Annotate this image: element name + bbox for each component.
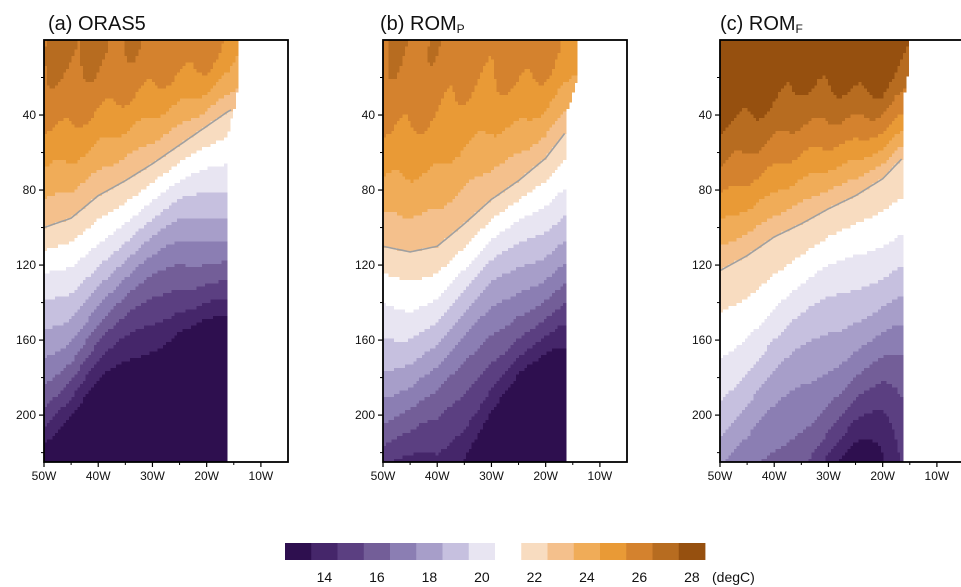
x-tick-label: 10W bbox=[588, 469, 613, 483]
colorbar-tick-label: 18 bbox=[422, 569, 438, 585]
x-tick-label: 30W bbox=[816, 469, 841, 483]
y-tick-label: 200 bbox=[692, 408, 712, 422]
colorbar-swatch bbox=[285, 543, 312, 560]
temperature-field bbox=[383, 40, 578, 463]
colorbar-swatch bbox=[495, 543, 522, 560]
contour-plot: 50W 40W 30W 20W 10W 40 80 120 160 200 bbox=[16, 39, 289, 483]
colorbar-swatch bbox=[363, 543, 391, 560]
panel-c: (c) ROMF 50W 40W 30W 20W 10W 40 80 120 160 200 bbox=[692, 13, 961, 483]
isotherm-22-line bbox=[719, 158, 903, 272]
y-tick-label: 200 bbox=[355, 408, 375, 422]
y-tick-label: 160 bbox=[16, 333, 36, 347]
y-tick-label: 120 bbox=[16, 258, 36, 272]
x-tick-label: 50W bbox=[371, 469, 396, 483]
colorbar-swatch bbox=[311, 543, 338, 560]
colorbar: 14 16 18 20 22 24 26 28 bbox=[285, 543, 706, 585]
colorbar-swatch bbox=[573, 543, 601, 560]
temperature-field bbox=[44, 40, 239, 463]
plot-frame bbox=[43, 39, 289, 463]
x-tick-label: 20W bbox=[533, 469, 558, 483]
panel-b: (b) ROMP 50W 40W 30W 20W 10W 40 80 120 160 200 bbox=[355, 13, 628, 483]
panel-title: (b) ROMP bbox=[380, 13, 465, 36]
colorbar-tick-label: 14 bbox=[317, 569, 333, 585]
colorbar-swatch bbox=[652, 543, 680, 560]
y-tick-label: 160 bbox=[355, 333, 375, 347]
y-tick-label: 160 bbox=[692, 333, 712, 347]
colorbar-swatch bbox=[600, 543, 627, 560]
x-tick-label: 40W bbox=[762, 469, 787, 483]
colorbar-tick-label: 16 bbox=[369, 569, 385, 585]
panel-title: (c) ROMF bbox=[720, 13, 803, 36]
x-tick-label: 20W bbox=[870, 469, 895, 483]
isotherm-22-line bbox=[43, 109, 232, 229]
x-tick-label: 30W bbox=[140, 469, 165, 483]
x-tick-label: 50W bbox=[708, 469, 733, 483]
colorbar-unit-label: (degC) bbox=[712, 569, 755, 585]
colorbar-tick-label: 24 bbox=[579, 569, 595, 585]
x-tick-label: 10W bbox=[925, 469, 950, 483]
colorbar-tick-label: 28 bbox=[684, 569, 700, 585]
colorbar-swatch bbox=[521, 543, 548, 560]
panel-title: (a) ORAS5 bbox=[48, 13, 146, 35]
colorbar-swatch bbox=[390, 543, 417, 560]
y-tick-label: 120 bbox=[692, 258, 712, 272]
y-tick-label: 40 bbox=[362, 108, 376, 122]
colorbar-swatch bbox=[416, 543, 443, 560]
plot-frame bbox=[719, 39, 961, 463]
colorbar-swatch bbox=[626, 543, 653, 560]
y-tick-label: 40 bbox=[23, 108, 37, 122]
colorbar-tick-label: 22 bbox=[527, 569, 543, 585]
y-tick-label: 80 bbox=[362, 183, 376, 197]
colorbar-swatch bbox=[678, 543, 706, 560]
y-tick-label: 80 bbox=[23, 183, 37, 197]
y-tick-label: 80 bbox=[699, 183, 713, 197]
x-tick-label: 30W bbox=[479, 469, 504, 483]
contour-plot: 50W 40W 30W 20W 10W 40 80 120 160 200 bbox=[692, 39, 961, 483]
y-tick-label: 200 bbox=[16, 408, 36, 422]
isotherm-22-line bbox=[382, 133, 566, 253]
temperature-field bbox=[720, 40, 910, 463]
colorbar-swatch bbox=[468, 543, 496, 560]
x-tick-label: 10W bbox=[249, 469, 274, 483]
y-tick-label: 40 bbox=[699, 108, 713, 122]
contour-plot: 50W 40W 30W 20W 10W 40 80 120 160 200 bbox=[355, 39, 628, 483]
colorbar-swatch bbox=[337, 543, 365, 560]
colorbar-swatch bbox=[547, 543, 575, 560]
colorbar-tick-label: 20 bbox=[474, 569, 490, 585]
x-tick-label: 40W bbox=[86, 469, 111, 483]
colorbar-tick-label: 26 bbox=[632, 569, 648, 585]
x-tick-label: 40W bbox=[425, 469, 450, 483]
y-tick-label: 120 bbox=[355, 258, 375, 272]
x-tick-label: 50W bbox=[32, 469, 57, 483]
panel-a: (a) ORAS5 50W 40W 30W 20W 10W 40 80 120 160 200 bbox=[16, 13, 289, 483]
x-tick-label: 20W bbox=[194, 469, 219, 483]
colorbar-swatch bbox=[442, 543, 470, 560]
plot-frame bbox=[382, 39, 628, 463]
